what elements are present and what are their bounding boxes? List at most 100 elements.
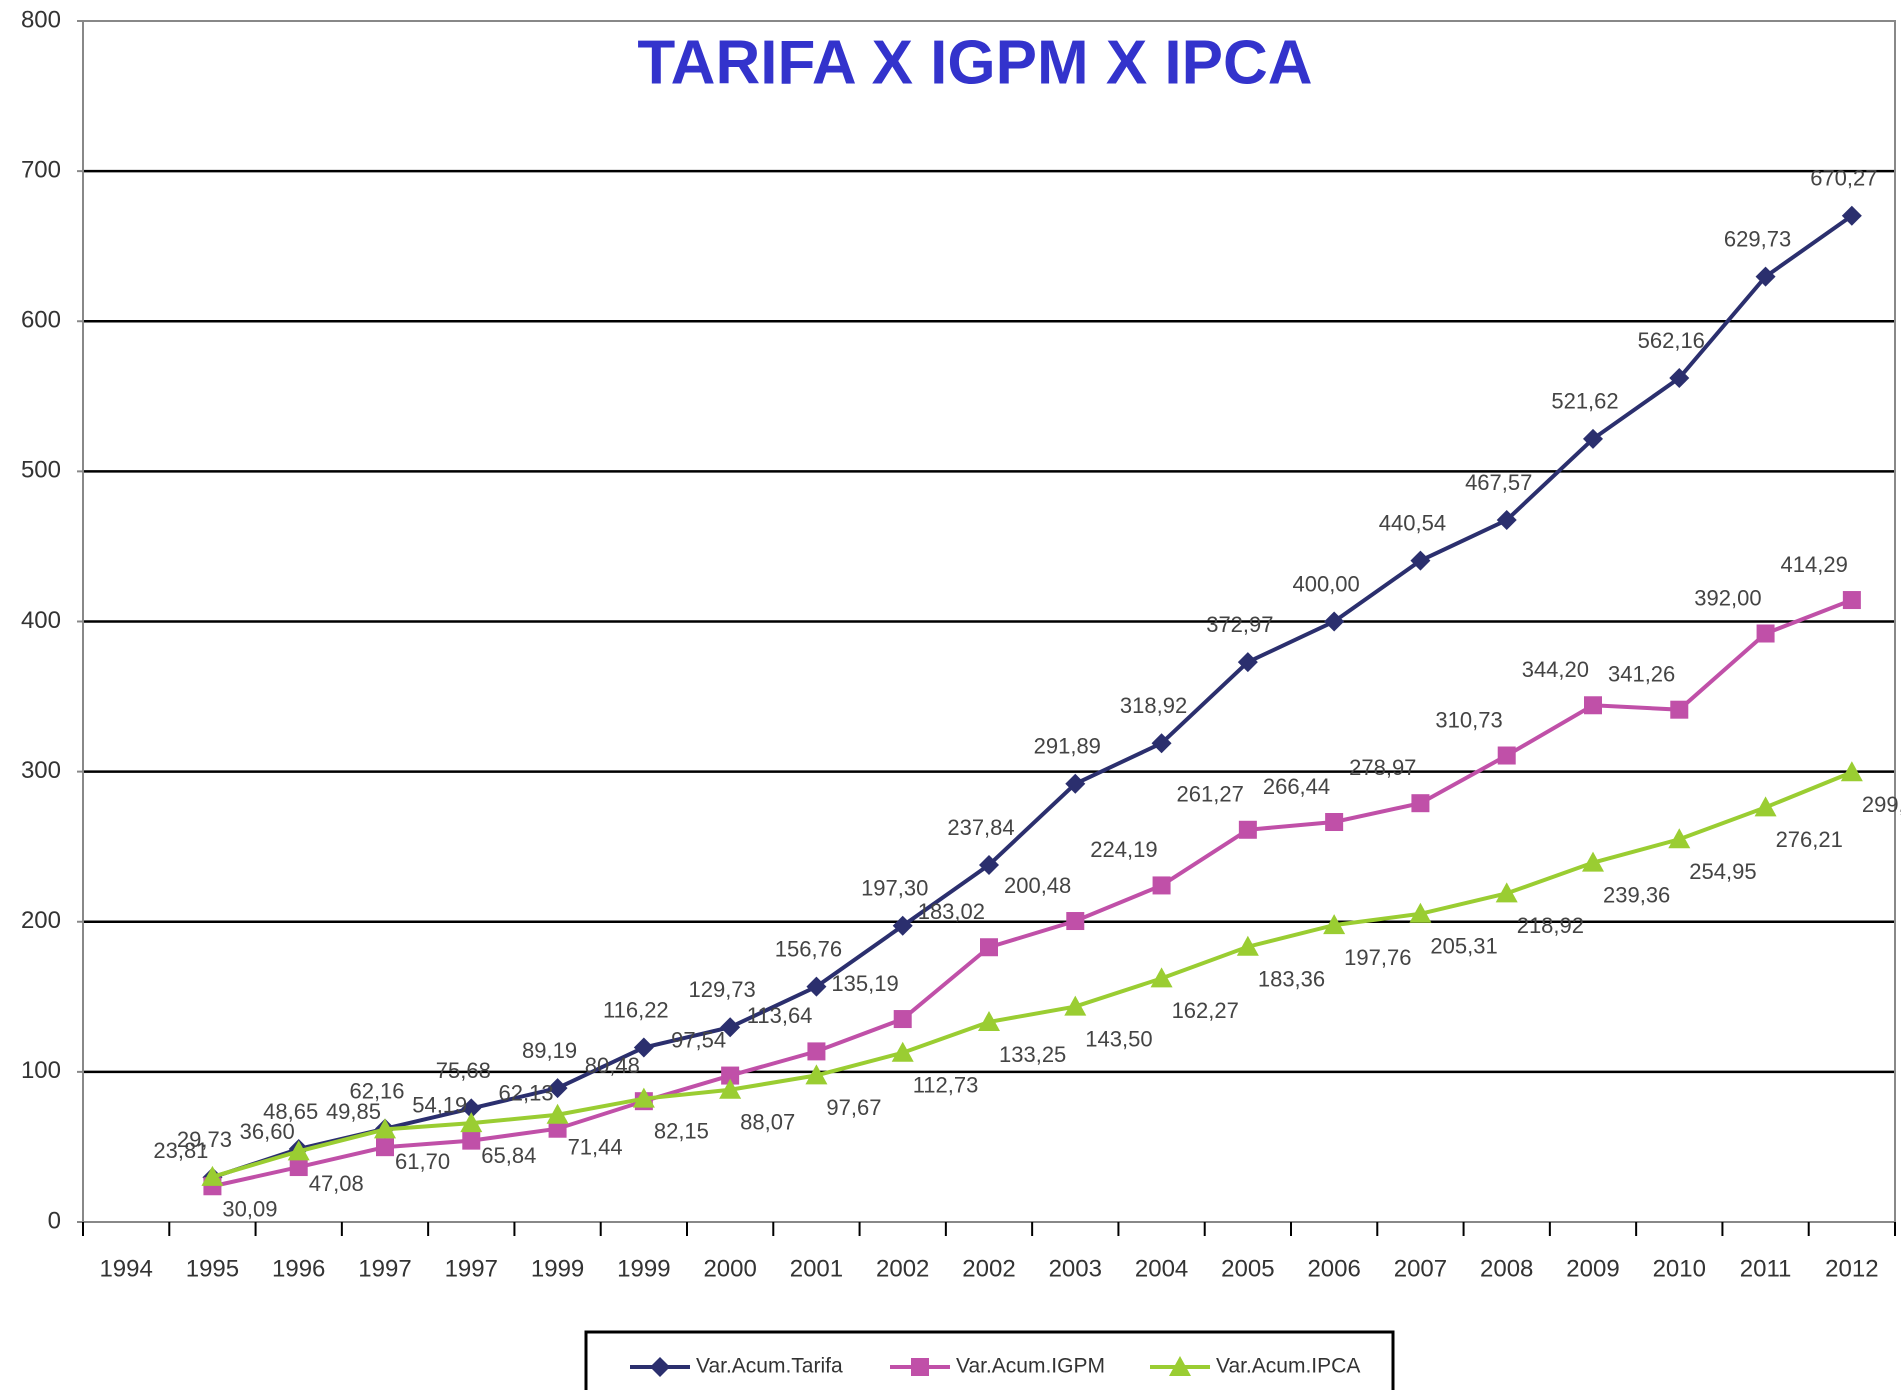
x-tick-label: 1999 [531, 1255, 584, 1282]
plot-frame [82, 20, 1896, 1223]
marker [374, 1118, 396, 1139]
value-label: 48,65 [263, 1099, 318, 1124]
value-label: 392,00 [1694, 585, 1761, 610]
value-label: 299,61 [1862, 792, 1901, 817]
value-label: 261,27 [1177, 782, 1244, 807]
marker [1842, 591, 1861, 610]
marker [1496, 510, 1517, 531]
marker [893, 1010, 912, 1029]
y-tick-label: 500 [21, 457, 61, 484]
marker [892, 915, 913, 936]
value-label: 133,25 [999, 1042, 1066, 1067]
legend-label: Var.Acum.IGPM [956, 1355, 1105, 1378]
series-line [211, 598, 1853, 1189]
x-tick-label: 2004 [1135, 1255, 1188, 1282]
marker [720, 1017, 741, 1038]
marker [1064, 995, 1087, 1016]
marker [1755, 266, 1776, 287]
marker [978, 1010, 1000, 1031]
marker [1411, 794, 1430, 813]
value-label: 291,89 [1034, 734, 1101, 759]
x-tick-label: 2001 [790, 1255, 843, 1282]
value-label: 47,08 [309, 1171, 364, 1196]
value-label: 254,95 [1689, 859, 1756, 884]
x-tick-label: 2007 [1394, 1255, 1447, 1282]
marker [1324, 611, 1345, 632]
value-label: 23,81 [153, 1138, 208, 1163]
x-tick-label: 1999 [617, 1255, 670, 1282]
chart-title: TARIFA X IGPM X IPCA [637, 28, 1312, 97]
marker [462, 1131, 481, 1150]
value-label: 143,50 [1085, 1026, 1152, 1051]
x-tick-label: 2002 [962, 1255, 1015, 1282]
y-tick-label: 300 [21, 757, 61, 784]
value-label: 129,73 [688, 977, 755, 1002]
legend-label: Var.Acum.Tarifa [696, 1355, 843, 1378]
value-label: 97,67 [826, 1095, 881, 1120]
y-tick-label: 100 [21, 1057, 61, 1084]
value-label: 29,73 [177, 1127, 232, 1152]
marker [1840, 761, 1863, 782]
marker [1066, 912, 1085, 931]
value-label: 82,15 [654, 1118, 709, 1143]
legend-box [584, 1330, 1395, 1390]
x-tick-label: 2010 [1653, 1255, 1706, 1282]
value-label: 156,76 [775, 936, 842, 961]
x-tick-label: 1997 [358, 1255, 411, 1282]
marker [1582, 851, 1604, 872]
value-label: 440,54 [1379, 510, 1446, 535]
marker [547, 1078, 568, 1099]
value-label: 372,97 [1206, 612, 1273, 637]
marker [979, 854, 999, 875]
marker [806, 976, 827, 997]
marker [461, 1098, 482, 1119]
value-label: 629,73 [1724, 226, 1791, 251]
series-line [211, 770, 1853, 1179]
marker [633, 1037, 654, 1058]
value-label: 75,68 [436, 1058, 491, 1083]
marker [1495, 882, 1518, 903]
x-tick-label: 2005 [1221, 1255, 1274, 1282]
value-label: 183,02 [918, 899, 985, 924]
value-label: 61,70 [395, 1149, 450, 1174]
marker [1668, 828, 1691, 849]
marker [1583, 428, 1603, 449]
value-label: 205,31 [1430, 934, 1497, 959]
marker [650, 1357, 670, 1377]
value-label: 276,21 [1776, 827, 1843, 852]
x-tick-label: 1994 [99, 1255, 152, 1282]
value-label: 116,22 [603, 997, 669, 1022]
value-label: 266,44 [1263, 774, 1330, 799]
marker [1841, 205, 1862, 226]
value-label: 224,19 [1090, 837, 1157, 862]
marker [460, 1112, 483, 1133]
value-label: 218,92 [1517, 913, 1584, 938]
marker [911, 1358, 929, 1376]
value-label: 400,00 [1292, 571, 1359, 596]
y-tick-label: 200 [21, 907, 61, 934]
value-label: 562,16 [1638, 328, 1705, 353]
value-label: 88,07 [740, 1110, 795, 1135]
x-tick-label: 2012 [1825, 1255, 1878, 1282]
value-label: 237,84 [947, 815, 1014, 840]
marker [1584, 696, 1602, 715]
value-label: 65,84 [481, 1143, 536, 1168]
x-tick-label: 1995 [186, 1255, 239, 1282]
y-tick-label: 400 [21, 607, 61, 634]
marker [1325, 813, 1344, 832]
value-label: 80,48 [585, 1053, 640, 1078]
marker [1237, 652, 1258, 673]
marker [1669, 368, 1690, 389]
marker [721, 1066, 740, 1085]
value-label: 467,57 [1465, 470, 1532, 495]
marker [1236, 935, 1259, 956]
x-tick-label: 1997 [445, 1255, 498, 1282]
marker [287, 1140, 310, 1161]
marker [805, 1064, 828, 1085]
legend-label: Var.Acum.IPCA [1216, 1355, 1360, 1378]
marker [1151, 733, 1172, 754]
value-label: 62,16 [349, 1078, 404, 1103]
value-label: 310,73 [1435, 707, 1502, 732]
marker [807, 1042, 826, 1061]
value-label: 36,60 [240, 1119, 295, 1144]
